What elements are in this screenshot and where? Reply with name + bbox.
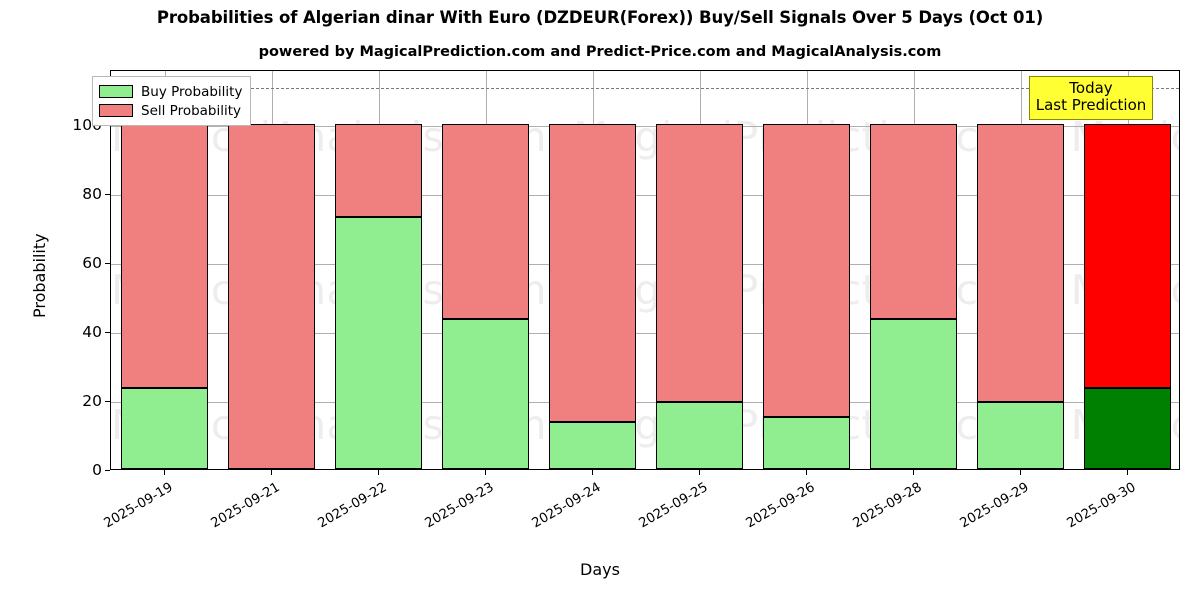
legend-swatch	[99, 85, 133, 98]
x-axis-tick-label: 2025-09-21	[208, 480, 282, 532]
chart-title: Probabilities of Algerian dinar With Eur…	[156, 8, 1044, 27]
x-axis-tick-label: 2025-09-26	[743, 480, 817, 532]
bar-group[interactable]	[655, 71, 744, 469]
x-axis-tick-mark	[806, 470, 807, 475]
today-last-prediction-annotation: Today Last Prediction	[1029, 76, 1153, 120]
y-axis-tick-mark	[105, 263, 110, 265]
chart-subtitle: powered by MagicalPrediction.com and Pre…	[258, 44, 942, 60]
y-axis-tick-mark	[105, 332, 110, 334]
bar-segment-sell[interactable]	[227, 124, 316, 469]
x-axis-tick-label: 2025-09-23	[422, 480, 496, 532]
y-axis-tick-label: 40	[82, 323, 102, 342]
x-axis-tick-mark	[378, 470, 379, 475]
x-axis-tick-mark	[1020, 470, 1021, 475]
legend-item[interactable]: Sell Probability	[99, 101, 242, 120]
bar-group[interactable]	[227, 71, 316, 469]
gridline-horizontal	[111, 402, 1179, 404]
y-axis-tick-mark	[105, 401, 110, 403]
bar-segment-buy[interactable]	[334, 217, 423, 469]
bar-segment-buy[interactable]	[762, 417, 851, 469]
x-axis-tick-mark	[1127, 470, 1128, 475]
bar-group[interactable]	[548, 71, 637, 469]
bar-group[interactable]	[976, 71, 1065, 469]
bar-segment-sell[interactable]	[1083, 124, 1172, 388]
gridline-horizontal	[111, 264, 1179, 266]
y-axis-title: Probability	[30, 233, 49, 318]
gridline-horizontal	[111, 126, 1179, 128]
x-axis-tick-mark	[913, 470, 914, 475]
x-axis-tick-label: 2025-09-24	[529, 480, 603, 532]
bar-group[interactable]	[334, 71, 423, 469]
plot-area: MagicalAnalysis.comMagicalPrediction.com…	[110, 70, 1180, 470]
x-axis-tick-mark	[271, 470, 272, 475]
bar-segment-buy[interactable]	[120, 387, 209, 469]
bar-group[interactable]	[120, 71, 209, 469]
bar-segment-buy[interactable]	[655, 401, 744, 469]
y-axis-tick-label: 0	[92, 461, 102, 479]
reference-line	[111, 88, 1179, 90]
x-axis-tick-mark	[164, 470, 165, 475]
bar-segment-sell[interactable]	[976, 124, 1065, 402]
bar-segment-sell[interactable]	[869, 124, 958, 319]
bar-group[interactable]	[869, 71, 958, 469]
y-axis-tick-label: 80	[82, 185, 102, 204]
x-axis-title: Days	[580, 560, 620, 579]
bar-segment-sell[interactable]	[120, 124, 209, 388]
bar-segment-sell[interactable]	[334, 124, 423, 218]
annotation-line-1: Today	[1069, 79, 1113, 97]
x-axis-tick-label: 2025-09-22	[315, 480, 389, 532]
bar-segment-sell[interactable]	[441, 124, 530, 319]
x-axis-tick-label: 2025-09-28	[850, 480, 924, 532]
bar-segment-buy[interactable]	[548, 422, 637, 469]
x-axis-tick-mark	[699, 470, 700, 475]
legend-label: Sell Probability	[141, 102, 242, 119]
y-axis-tick-label: 60	[82, 254, 102, 273]
x-axis-tick-mark	[485, 470, 486, 475]
legend-swatch	[99, 104, 133, 117]
bar-group[interactable]	[1083, 71, 1172, 469]
legend-label: Buy Probability	[141, 83, 243, 100]
bar-segment-sell[interactable]	[762, 124, 851, 418]
bar-group[interactable]	[762, 71, 851, 469]
bar-group[interactable]	[441, 71, 530, 469]
bar-segment-buy[interactable]	[976, 401, 1065, 469]
annotation-line-2: Last Prediction	[1035, 96, 1147, 115]
y-axis-tick-label: 20	[82, 392, 102, 411]
bar-segment-sell[interactable]	[655, 124, 744, 402]
x-axis-tick-label: 2025-09-29	[957, 480, 1031, 532]
gridline-horizontal	[111, 195, 1179, 197]
bar-segment-buy[interactable]	[1083, 387, 1172, 469]
bar-segment-sell[interactable]	[548, 124, 637, 423]
bars-layer	[111, 71, 1179, 469]
legend-item[interactable]: Buy Probability	[99, 82, 242, 101]
x-axis-tick-label: 2025-09-30	[1064, 480, 1138, 532]
gridline-horizontal	[111, 333, 1179, 335]
chart-legend: Buy Probability Sell Probability	[92, 76, 252, 126]
y-axis-tick-mark	[105, 470, 110, 471]
x-axis-tick-label: 2025-09-19	[101, 480, 175, 532]
bar-segment-buy[interactable]	[869, 319, 958, 469]
x-axis-tick-mark	[592, 470, 593, 475]
y-axis-tick-mark	[105, 194, 110, 196]
bar-segment-buy[interactable]	[441, 319, 530, 469]
x-axis-tick-label: 2025-09-25	[636, 480, 710, 532]
